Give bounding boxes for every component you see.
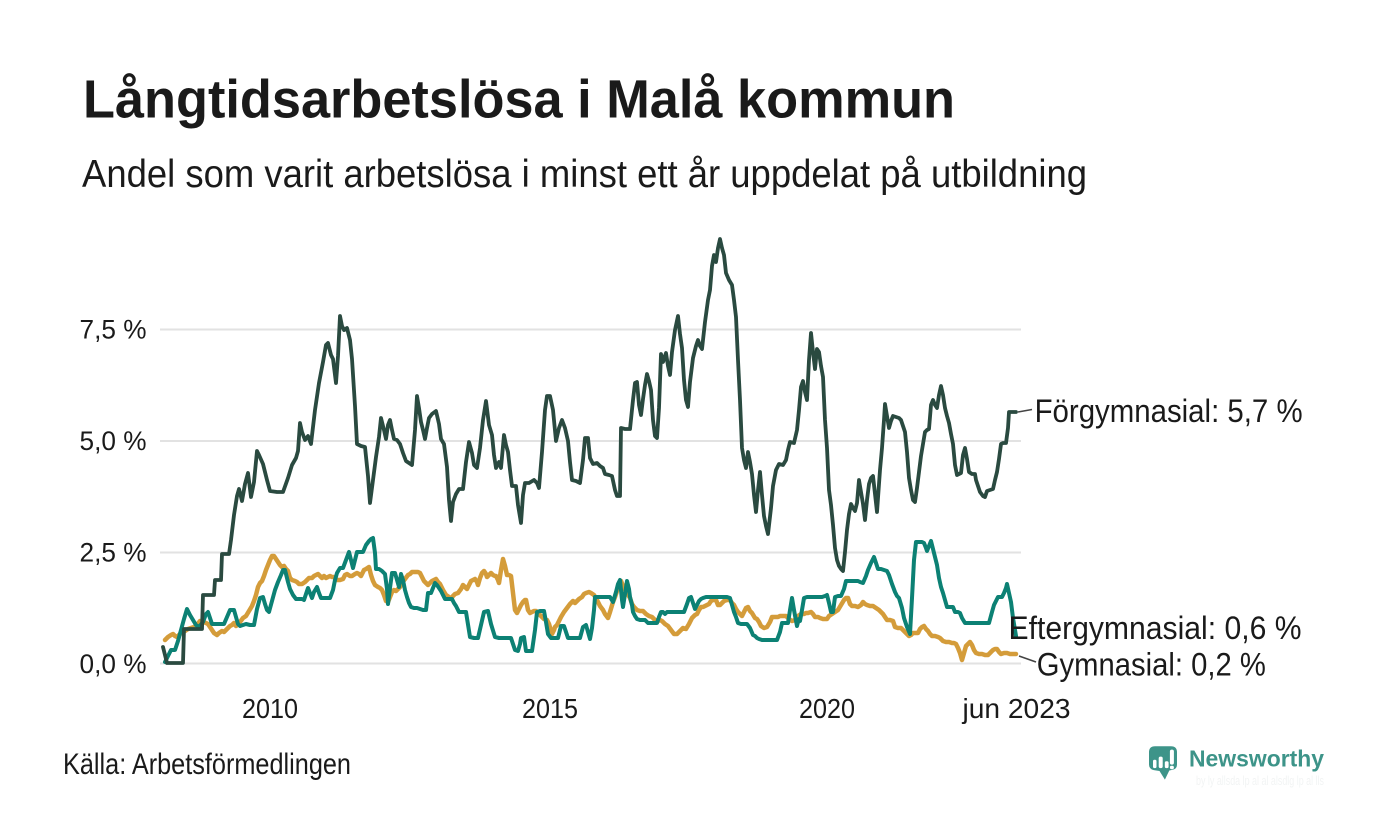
svg-text:Andel som varit arbetslösa i m: Andel som varit arbetslösa i minst ett å… — [82, 153, 1087, 196]
svg-text:Källa: Arbetsförmedlingen: Källa: Arbetsförmedlingen — [63, 748, 351, 781]
svg-text:2010: 2010 — [242, 693, 298, 724]
svg-text:Förgymnasial: 5,7 %: Förgymnasial: 5,7 % — [1035, 393, 1303, 429]
svg-text:5,0 %: 5,0 % — [80, 426, 147, 456]
svg-text:jun 2023: jun 2023 — [961, 693, 1070, 724]
svg-text:Newsworthy: Newsworthy — [1189, 746, 1324, 772]
svg-text:2020: 2020 — [799, 693, 855, 724]
svg-text:7,5 %: 7,5 % — [80, 315, 147, 345]
svg-text:Gymnasial: 0,2 %: Gymnasial: 0,2 % — [1037, 646, 1266, 682]
svg-text:Långtidsarbetslösa i Malå komm: Långtidsarbetslösa i Malå kommun — [83, 70, 955, 130]
svg-text:2015: 2015 — [522, 693, 578, 724]
svg-text:2,5 %: 2,5 % — [80, 538, 147, 568]
svg-text:Eftergymnasial: 0,6 %: Eftergymnasial: 0,6 % — [1009, 610, 1302, 646]
svg-text:by ly allsda lp al al alsdlg l: by ly allsda lp al al alsdlg lp al lls — [1196, 773, 1324, 788]
svg-text:0,0 %: 0,0 % — [80, 649, 147, 679]
